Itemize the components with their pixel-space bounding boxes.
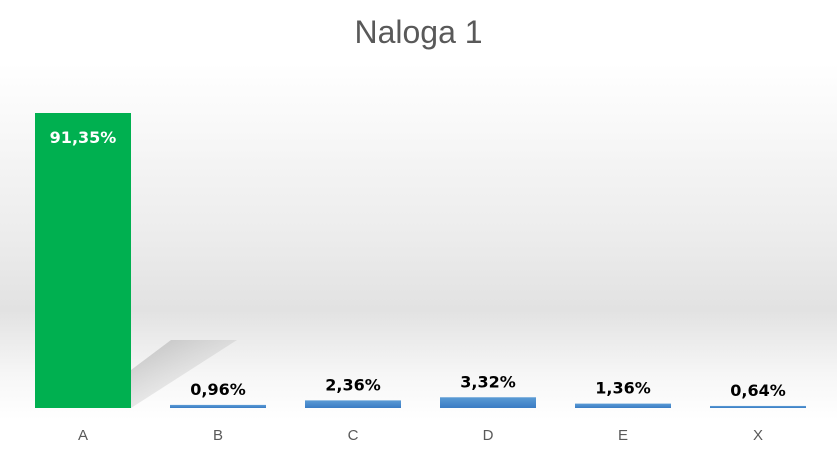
bar-d <box>440 397 536 408</box>
category-label-a: A <box>78 427 88 444</box>
bar-c <box>305 400 401 408</box>
data-label-b: 0,96% <box>190 380 246 399</box>
data-label-x: 0,64% <box>730 381 786 400</box>
bar-shadow <box>131 340 237 408</box>
data-label-d: 3,32% <box>460 372 516 391</box>
bar-a <box>35 113 131 408</box>
category-label-d: D <box>483 427 494 444</box>
bar-e <box>575 403 671 408</box>
category-label-c: C <box>348 427 359 444</box>
data-labels: 91,35% 0,96% 2,36% 3,32% 1,36% 0,64% <box>50 128 786 400</box>
category-label-b: B <box>213 427 223 444</box>
bar-b <box>170 404 266 408</box>
chart-title: Naloga 1 <box>354 14 483 50</box>
category-label-x: X <box>753 427 763 444</box>
bar-x <box>710 405 806 408</box>
category-label-e: E <box>618 427 628 444</box>
bar-shadows <box>131 340 237 408</box>
bars <box>35 113 806 408</box>
data-label-a: 91,35% <box>50 128 117 147</box>
data-label-e: 1,36% <box>595 379 651 398</box>
data-label-c: 2,36% <box>325 375 381 394</box>
